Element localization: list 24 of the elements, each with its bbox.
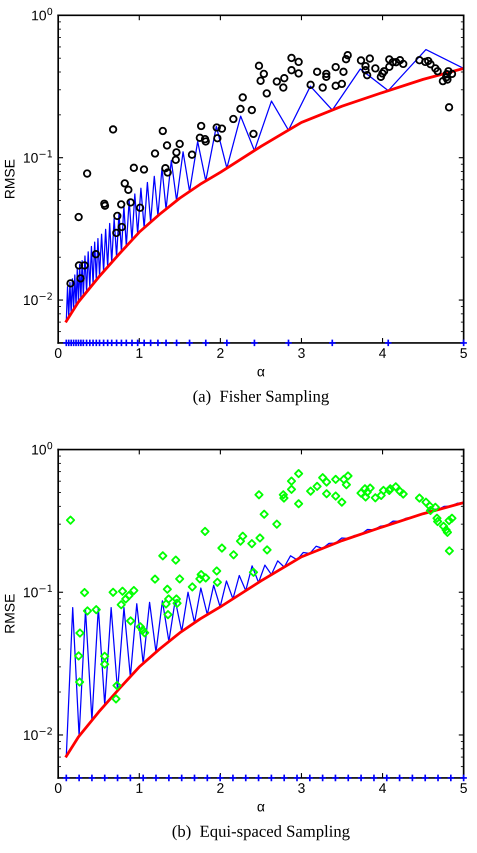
x-tick-label: 0 [54, 348, 62, 358]
x-tick-label: 0 [54, 783, 62, 793]
y-tick-label: 10$^{−1}$ [24, 150, 52, 163]
x-tick-label: 1 [136, 348, 142, 358]
y-tick-label: 10$^{−1}$ [24, 584, 52, 598]
x-tick-label: 3 [298, 783, 305, 793]
x-axis-title: α [257, 368, 265, 376]
x-tick-label: 4 [379, 348, 386, 358]
y-tick-label: 10$^{−2}$ [24, 727, 52, 740]
text: (a) Fisher Sampling [193, 390, 329, 406]
x-tick-label: 1 [136, 783, 142, 793]
y-tick-label: 10$^{0}$ [32, 8, 52, 20]
y-tick-label: 10$^{0}$ [32, 442, 52, 455]
x-tick-label: 3 [298, 348, 305, 358]
x-tick-label: 5 [460, 348, 467, 358]
y-axis-title: RMSE [4, 160, 15, 198]
y-tick-label: 10$^{−2}$ [24, 292, 52, 306]
x-tick-label: 5 [460, 783, 467, 793]
x-tick-label: 2 [217, 348, 224, 358]
x-tick-label: 2 [217, 783, 224, 793]
x-tick-label: 4 [379, 783, 386, 793]
y-axis-title: RMSE [4, 594, 15, 633]
x-axis-title: α [257, 804, 265, 812]
text: (b) Equi-spaced Sampling [172, 825, 350, 840]
